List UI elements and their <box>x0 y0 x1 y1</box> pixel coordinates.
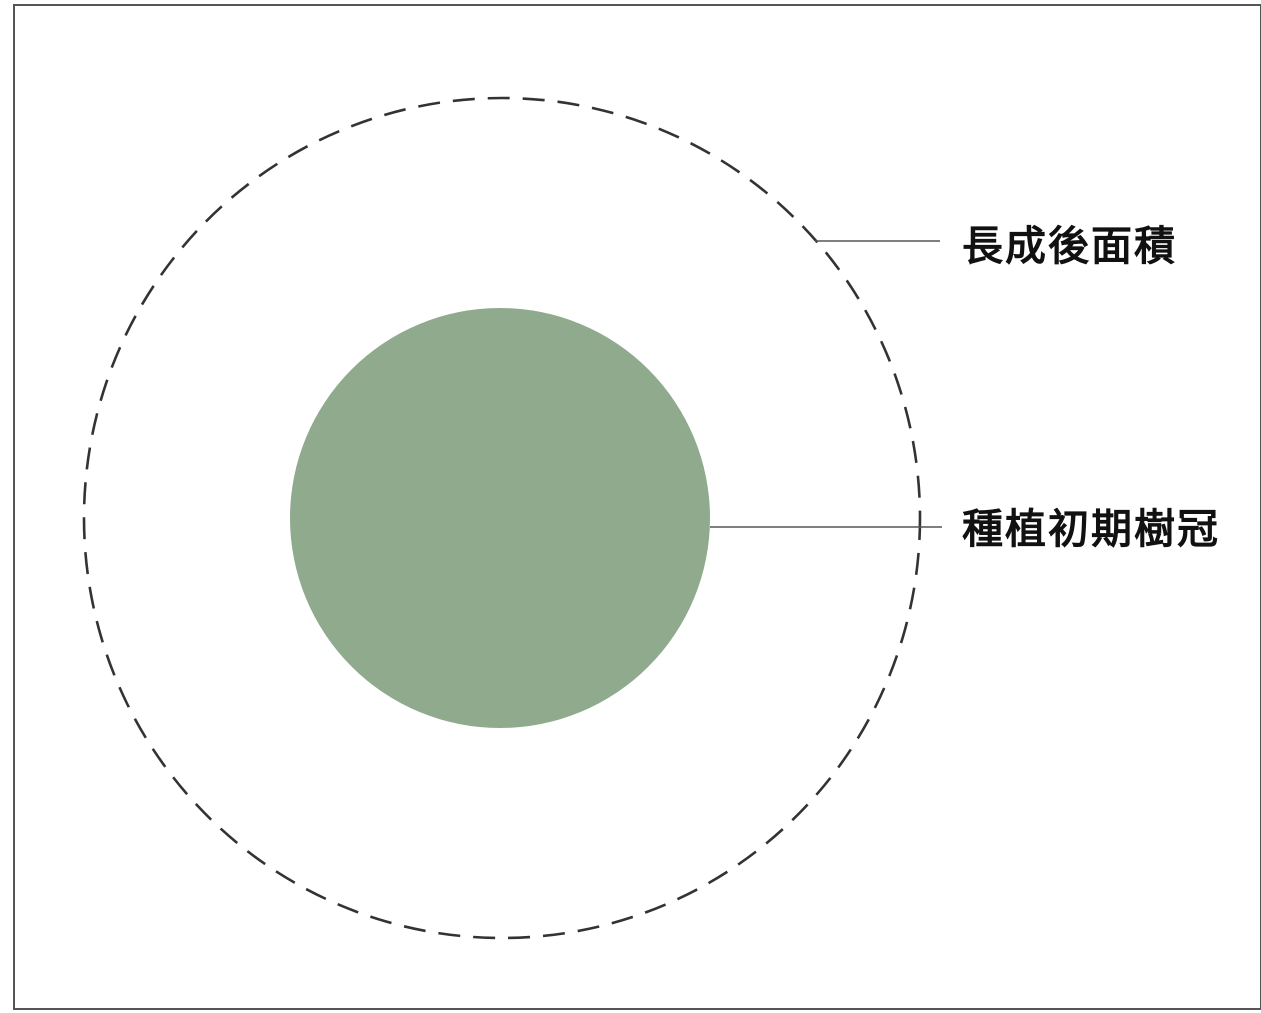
initial-canopy-label: 種植初期樹冠 <box>962 505 1220 553</box>
initial-canopy-circle <box>290 308 710 728</box>
mature-area-outline <box>82 96 922 940</box>
mature-area-label: 長成後面積 <box>962 222 1177 270</box>
